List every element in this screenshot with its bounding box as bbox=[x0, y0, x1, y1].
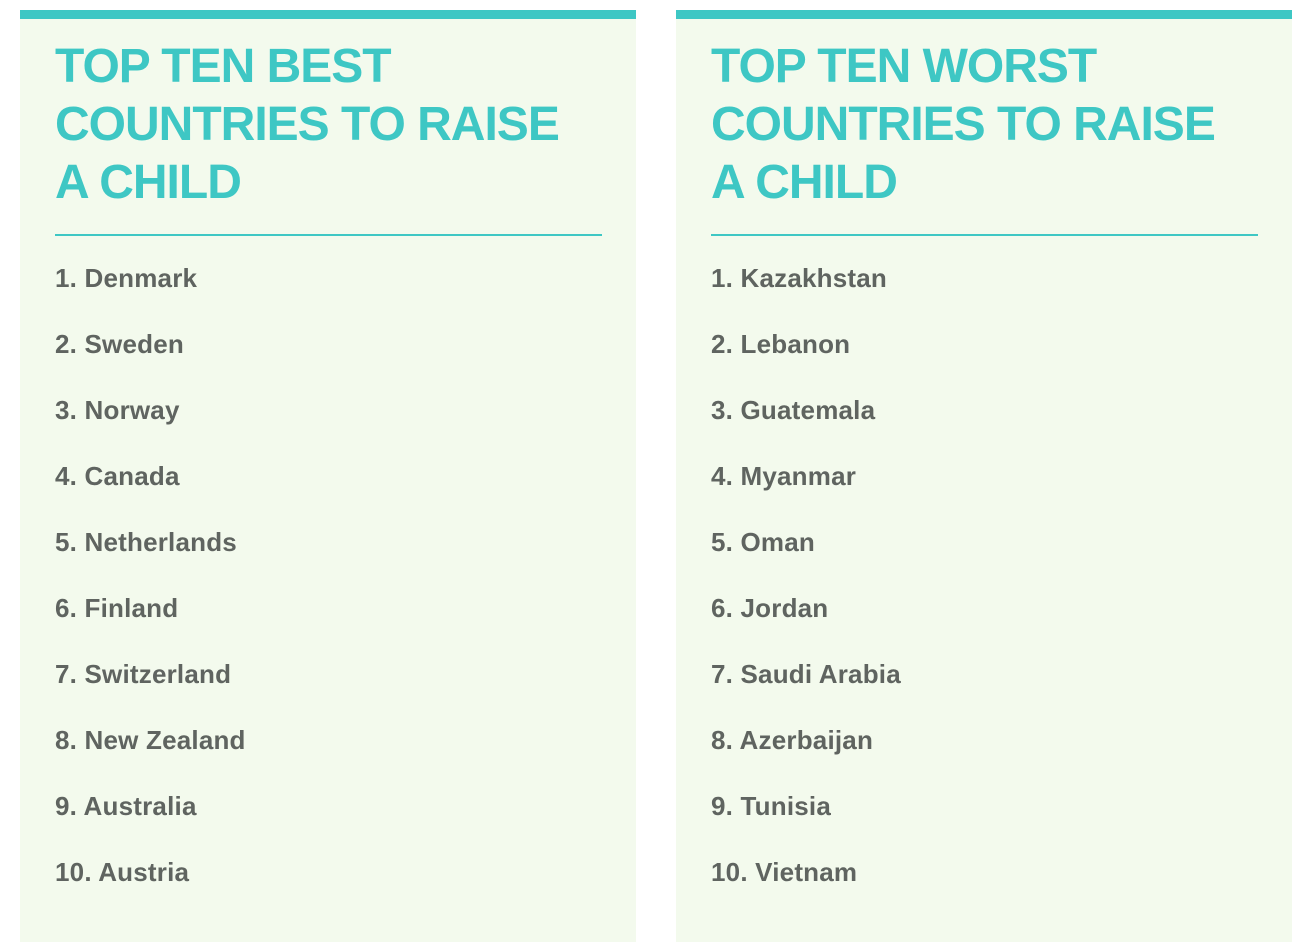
list-item: 6. Finland bbox=[55, 593, 179, 623]
list-item: 8. New Zealand bbox=[55, 725, 246, 755]
list-item: 8. Azerbaijan bbox=[711, 725, 874, 755]
card-title: TOP TEN BEST COUNTRIES TO RAISE A CHILD bbox=[55, 38, 602, 212]
card-accent-bar bbox=[20, 10, 636, 19]
list-item: 7. Saudi Arabia bbox=[711, 659, 901, 689]
list-item: 10. Austria bbox=[55, 857, 190, 887]
card-body: TOP TEN WORST COUNTRIES TO RAISE A CHILD 1… bbox=[676, 19, 1292, 942]
card-accent-bar bbox=[676, 10, 1292, 19]
card-title-line: A CHILD bbox=[711, 156, 898, 209]
list-item: 9. Tunisia bbox=[711, 791, 831, 821]
list-item: 4. Myanmar bbox=[711, 461, 857, 491]
list-item: 4. Canada bbox=[55, 461, 180, 491]
title-divider bbox=[711, 234, 1258, 236]
list-item: 5. Oman bbox=[711, 527, 815, 557]
best-countries-card: TOP TEN BEST COUNTRIES TO RAISE A CHILD 1.… bbox=[20, 10, 636, 942]
list-item: 1. Kazakhstan bbox=[711, 263, 888, 293]
worst-countries-card: TOP TEN WORST COUNTRIES TO RAISE A CHILD 1… bbox=[676, 10, 1292, 942]
country-list: 1. Kazakhstan 2. Lebanon 3. Guatemala 4. My… bbox=[711, 265, 1258, 886]
card-title-line: COUNTRIES TO RAISE bbox=[711, 98, 1216, 151]
card-title-line: A CHILD bbox=[55, 156, 242, 209]
list-item: 2. Sweden bbox=[55, 329, 184, 359]
list-item: 1. Denmark bbox=[55, 263, 198, 293]
list-item: 9. Australia bbox=[55, 791, 197, 821]
list-item: 2. Lebanon bbox=[711, 329, 851, 359]
card-title-line: COUNTRIES TO RAISE bbox=[55, 98, 560, 151]
card-title: TOP TEN WORST COUNTRIES TO RAISE A CHILD bbox=[711, 38, 1258, 212]
list-item: 6. Jordan bbox=[711, 593, 829, 623]
card-title-line: TOP TEN BEST bbox=[55, 40, 392, 93]
title-divider bbox=[55, 234, 602, 236]
list-item: 3. Norway bbox=[55, 395, 180, 425]
card-title-line: TOP TEN WORST bbox=[711, 40, 1097, 93]
card-body: TOP TEN BEST COUNTRIES TO RAISE A CHILD 1.… bbox=[20, 19, 636, 942]
country-list: 1. Denmark 2. Sweden 3. Norway 4. Canada 5. … bbox=[55, 265, 602, 886]
list-item: 5. Netherlands bbox=[55, 527, 237, 557]
list-item: 3. Guatemala bbox=[711, 395, 876, 425]
list-item: 7. Switzerland bbox=[55, 659, 232, 689]
list-item: 10. Vietnam bbox=[711, 857, 858, 887]
